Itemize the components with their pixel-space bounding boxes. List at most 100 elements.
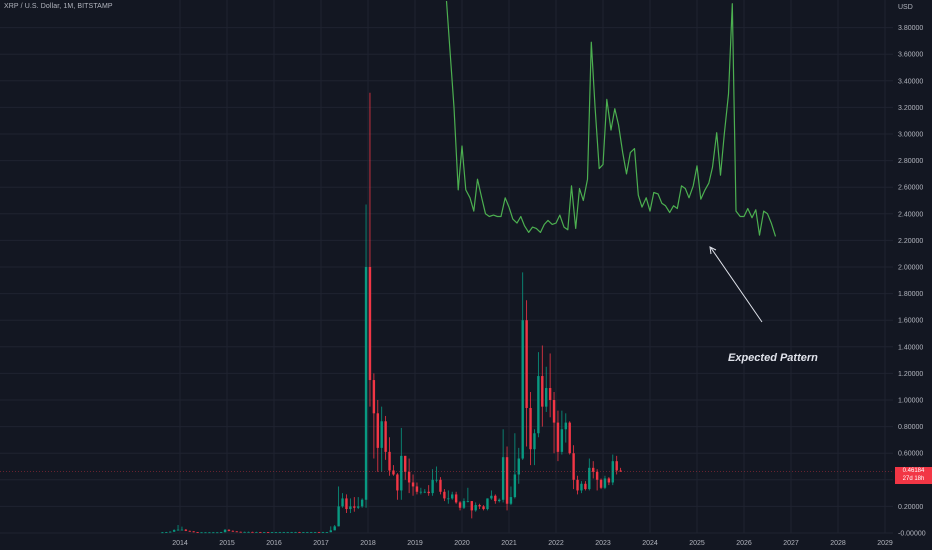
candle-body: [161, 532, 164, 534]
time-tick-label: 2017: [313, 540, 329, 547]
candle-body: [478, 505, 481, 507]
candle-body: [599, 479, 603, 488]
candle-body: [223, 529, 227, 533]
price-tick-label: 3.20000: [898, 105, 923, 112]
candle-body: [439, 479, 442, 492]
price-tick-label: 2.60000: [898, 185, 923, 192]
price-tick-label: 1.60000: [898, 318, 923, 325]
candle-body: [266, 532, 270, 534]
time-tick-label: 2018: [360, 540, 376, 547]
candle-body: [372, 380, 376, 414]
candle-body: [525, 320, 528, 408]
candle-body: [427, 491, 430, 494]
candle-body: [494, 495, 497, 502]
candle-body: [235, 531, 238, 533]
candle-body: [270, 532, 274, 534]
grid-layer: [0, 0, 893, 534]
candle-body: [364, 267, 368, 500]
candle-body: [541, 376, 544, 407]
annotation-arrow-head: [709, 246, 717, 255]
candle-body: [619, 470, 622, 472]
candle-body: [255, 532, 258, 533]
price-tick-label: 1.00000: [898, 398, 923, 405]
price-tick-label: 3.80000: [898, 25, 923, 32]
candle-body: [443, 491, 446, 499]
candle-body: [564, 422, 567, 430]
annotation-arrow-layer: [709, 246, 763, 323]
price-tick-label: 0.20000: [898, 504, 923, 511]
candle-body: [317, 532, 321, 533]
time-tick-label: 2020: [454, 540, 470, 547]
candles-layer: [161, 92, 622, 534]
candle-body: [419, 491, 423, 493]
candle-body: [490, 495, 493, 499]
candle-body: [545, 388, 548, 407]
time-tick-label: 2024: [642, 540, 658, 547]
candle-body: [388, 451, 391, 471]
candle-body: [552, 400, 556, 423]
candle-body: [615, 461, 618, 471]
candle-body: [341, 498, 344, 507]
candle-body: [208, 532, 211, 534]
time-axis[interactable]: 2014 2015 2016 2017 2018 2019 2020 2021 2022 2023…: [172, 540, 893, 547]
price-tick-label: 2.00000: [898, 265, 923, 272]
candle-body: [415, 486, 419, 492]
projection-layer: [0, 0, 893, 472]
price-tick-label: 1.20000: [898, 371, 923, 378]
candle-body: [321, 532, 325, 534]
time-tick-label: 2026: [736, 540, 752, 547]
candle-body: [294, 532, 297, 533]
candle-body: [172, 530, 176, 532]
candle-body: [196, 532, 199, 534]
candle-body: [282, 532, 285, 533]
candle-body: [247, 531, 250, 533]
price-tick-label: 2.20000: [898, 238, 923, 245]
candle-body: [411, 482, 415, 487]
candle-body: [592, 467, 595, 472]
candle-body: [603, 478, 607, 488]
expected-pattern-label: Expected Pattern: [728, 352, 818, 364]
candle-body: [376, 413, 379, 448]
time-tick-label: 2028: [830, 540, 846, 547]
candle-body: [568, 422, 571, 454]
time-tick-label: 2022: [548, 540, 564, 547]
candle-body: [204, 532, 207, 534]
candle-body: [169, 531, 172, 533]
candle-body: [216, 532, 219, 534]
price-tick-label: 0.60000: [898, 451, 923, 458]
symbol-title: XRP / U.S. Dollar, 1M, BITSTAMP: [4, 3, 113, 10]
candle-body: [200, 532, 203, 534]
last-price-badge: 0.46184 27d 18h: [895, 467, 932, 484]
candle-body: [572, 453, 575, 480]
candle-body: [180, 529, 184, 531]
price-axis[interactable]: -0.000000.200000.400000.600000.800001.00…: [898, 4, 926, 538]
candle-body: [584, 483, 587, 490]
candle-body: [188, 530, 191, 532]
price-tick-label: -0.00000: [898, 531, 926, 538]
candle-body: [176, 529, 180, 531]
candle-body: [329, 530, 332, 533]
candle-body: [243, 531, 246, 533]
candle-body: [400, 455, 403, 491]
candle-body: [286, 532, 289, 533]
candle-body: [325, 532, 329, 534]
time-tick-label: 2016: [266, 540, 282, 547]
currency-label: USD: [898, 4, 913, 11]
candle-body: [486, 498, 489, 510]
candle-body: [165, 532, 168, 534]
candle-body: [353, 506, 356, 508]
candle-body: [392, 470, 395, 475]
time-tick-label: 2027: [783, 540, 799, 547]
candle-body: [451, 494, 454, 499]
candle-body: [423, 491, 426, 493]
candle-body: [380, 421, 383, 448]
time-tick-label: 2021: [501, 540, 517, 547]
candle-body: [259, 532, 262, 533]
price-tick-label: 1.80000: [898, 291, 923, 298]
candle-body: [239, 531, 242, 533]
candle-body: [505, 457, 509, 504]
time-tick-label: 2023: [595, 540, 611, 547]
candle-body: [231, 530, 235, 532]
candle-body: [212, 532, 215, 534]
